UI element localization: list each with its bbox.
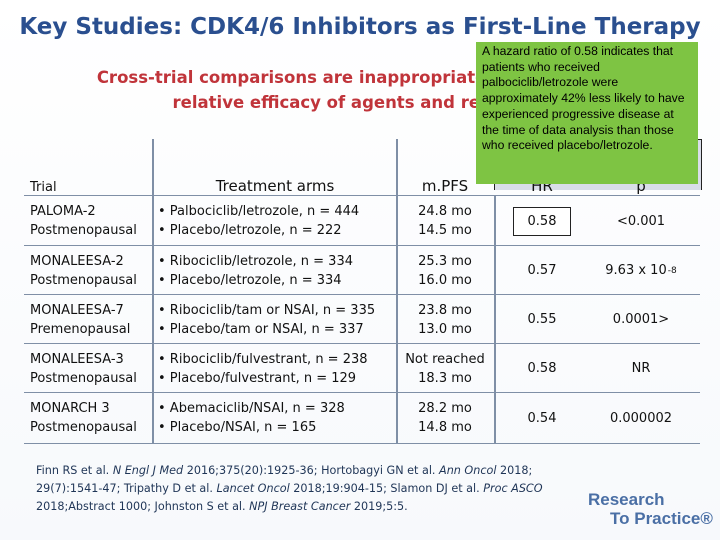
logo-line-2: To Practice® [610, 509, 713, 528]
p-value: <0.001 [616, 213, 666, 229]
arm-1: • Ribociclib/letrozole, n = 334 [158, 253, 353, 269]
trial-population: Postmenopausal [30, 223, 137, 238]
hr-value-highlighted: 0.58 [512, 206, 572, 236]
p-value: 0.0001> [612, 312, 670, 327]
mpfs-1: Not reached [405, 351, 485, 367]
ref-text: 2019;5:5. [350, 500, 408, 513]
arm-1: • Abemaciclib/NSAI, n = 328 [158, 401, 345, 416]
ref-text: 2018;19:904-15; Slamon DJ et al. [289, 482, 484, 495]
arm-1: • Palbociclib/letrozole, n = 444 [158, 204, 360, 219]
mpfs-2: 14.5 mo [418, 223, 472, 238]
ref-text: Finn RS et al. [36, 464, 113, 477]
mpfs-1: 24.8 mo [418, 204, 472, 219]
arm-2: • Placebo/letrozole, n = 334 [158, 272, 342, 288]
references: Finn RS et al. N Engl J Med 2016;375(20)… [36, 462, 596, 516]
logo-line-1: Research [588, 490, 665, 509]
table-row: MONARCH 3 Postmenopausal • Abemaciclib/NS… [24, 392, 700, 444]
hazard-ratio-callout: A hazard ratio of 0.58 indicates that pa… [476, 42, 698, 184]
ref-journal: N Engl J Med [112, 464, 184, 477]
trial-name: MONALEESA-3 [30, 351, 124, 367]
arm-2: • Placebo/fulvestrant, n = 129 [158, 370, 357, 386]
table-row: PALOMA-2 Postmenopausal • Palbociclib/let… [24, 195, 700, 246]
arm-2: • Placebo/letrozole, n = 222 [158, 223, 342, 238]
ref-text: 29(7):1541-47; Tripathy D et al. [36, 482, 217, 495]
trial-name: MONARCH 3 [30, 401, 110, 416]
header-p: p [636, 177, 646, 195]
trial-population: Postmenopausal [30, 420, 137, 435]
arm-2: • Placebo/tam or NSAI, n = 337 [158, 321, 364, 337]
ref-journal: Ann Oncol [439, 464, 497, 477]
hr-value: 0.58 [527, 361, 557, 376]
p-value: 0.000002 [609, 410, 673, 426]
header-mpfs: m.PFS [421, 177, 469, 195]
p-value-base: 9.63 x 10 [605, 263, 667, 278]
trial-population: Postmenopausal [30, 370, 137, 386]
mpfs-2: 18.3 mo [418, 370, 472, 386]
trial-name: MONALEESA-2 [30, 253, 124, 269]
ref-journal: Proc ASCO [483, 482, 543, 495]
ref-journal: Lancet Oncol [216, 482, 290, 495]
p-value: 9.63 x 10 -8 [586, 246, 696, 295]
trial-population: Postmenopausal [30, 272, 137, 288]
table-row: MONALEESA-2 Postmenopausal • Ribociclib/l… [24, 245, 700, 295]
p-value: NR [631, 361, 651, 376]
page-title: Key Studies: CDK4/6 Inhibitors as First-… [19, 14, 701, 40]
hr-value: 0.57 [527, 263, 557, 278]
table-row: MONALEESA-3 Postmenopausal • Ribociclib/f… [24, 343, 700, 393]
hr-value: 0.54 [527, 410, 557, 426]
arm-1: • Ribociclib/tam or NSAI, n = 335 [158, 302, 376, 318]
ref-journal: NPJ Breast Cancer [249, 500, 351, 513]
hr-value: 0.55 [527, 312, 557, 327]
trial-name: PALOMA-2 [30, 204, 96, 219]
mpfs-1: 25.3 mo [418, 253, 472, 269]
header-trial: Trial [30, 180, 57, 195]
ref-text: 2018; [496, 464, 533, 477]
p-value-exponent: -8 [667, 265, 677, 276]
header-arms: Treatment arms [215, 177, 335, 195]
trial-population: Premenopausal [30, 321, 131, 337]
ref-text: 2018;Abstract 1000; Johnston S et al. [36, 500, 250, 513]
mpfs-1: 23.8 mo [418, 302, 472, 318]
arm-2: • Placebo/NSAI, n = 165 [158, 420, 317, 435]
ref-text: 2016;375(20):1925-36; Hortobagyi GN et a… [183, 464, 440, 477]
mpfs-1: 28.2 mo [418, 401, 472, 416]
research-to-practice-logo: Research To Practice® [588, 490, 713, 528]
mpfs-2: 13.0 mo [418, 321, 472, 337]
mpfs-2: 14.8 mo [418, 420, 472, 435]
table-row: MONALEESA-7 Premenopausal • Ribociclib/ta… [24, 294, 700, 344]
arm-1: • Ribociclib/fulvestrant, n = 238 [158, 351, 368, 367]
trial-name: MONALEESA-7 [30, 302, 124, 318]
subtitle-line-2: relative efficacy of agents and regimens [172, 93, 548, 112]
mpfs-2: 16.0 mo [418, 272, 472, 288]
